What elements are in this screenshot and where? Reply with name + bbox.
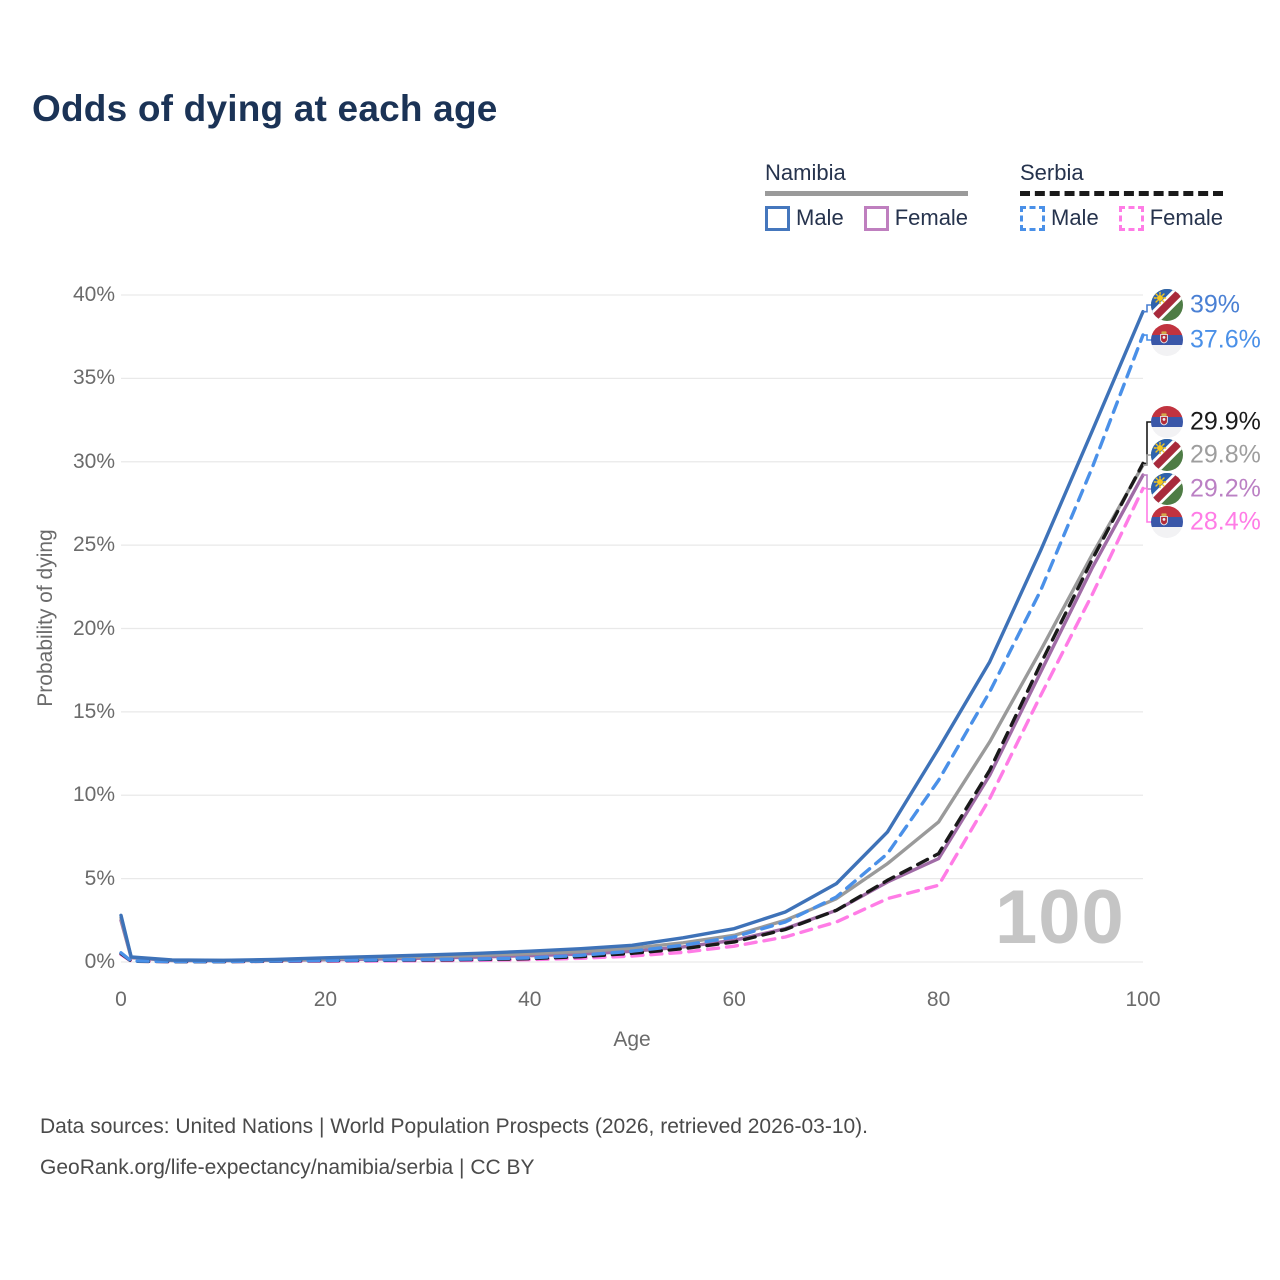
leader-line-serbia-total (1143, 421, 1152, 465)
legend-item-label: Female (1149, 205, 1224, 230)
x-tick-label: 80 (926, 988, 951, 1011)
series-line-serbia-female (119, 486, 1145, 964)
end-value-label-namibia-total: 29.8% (1190, 440, 1261, 469)
end-value-label-serbia-total: 29.9% (1190, 407, 1261, 436)
flag-icon-namibia (1147, 435, 1187, 475)
page-title: Odds of dying at each age (32, 88, 498, 129)
y-tick-label: 35% (72, 366, 115, 390)
y-tick-label: 15% (72, 699, 115, 723)
leader-line-serbia-female (1143, 487, 1152, 523)
legend-group-namibia: Namibia Male Female (765, 160, 969, 231)
y-tick-label: 20% (72, 616, 115, 640)
legend-country-namibia[interactable]: Namibia (765, 160, 969, 196)
end-value-label-serbia-male: 37.6% (1190, 325, 1261, 354)
leader-line-namibia-total (1143, 454, 1152, 466)
leader-line-serbia-male (1143, 334, 1152, 341)
end-value-label-namibia-male: 39% (1190, 290, 1241, 319)
y-tick-label: 5% (84, 866, 115, 890)
series-line-namibia-total (119, 463, 1145, 963)
age-watermark: 100 (995, 875, 1125, 960)
legend-country-label: Namibia (765, 160, 846, 185)
y-axis-title: Probability of dying (34, 529, 57, 707)
legend-item-namibia-female[interactable]: Female (863, 205, 969, 231)
y-tick-label: 0% (84, 950, 115, 973)
leader-line-namibia-female (1143, 474, 1152, 490)
namibia-male-swatch-icon (765, 205, 790, 231)
legend-item-serbia-female[interactable]: Female (1118, 205, 1224, 231)
series-lines (119, 309, 1145, 964)
footer-data-sources: Data sources: United Nations | World Pop… (40, 1115, 869, 1138)
flag-icon-namibia (1147, 469, 1187, 509)
flag-icon-serbia (1151, 506, 1183, 538)
end-annotations (1143, 285, 1187, 538)
legend-item-label: Male (796, 205, 844, 230)
namibia-line-style-icon (765, 191, 969, 196)
y-tick-label: 10% (72, 783, 115, 807)
legend-items-namibia: Male Female (765, 205, 968, 231)
x-tick-label: 60 (722, 988, 746, 1011)
y-tick-label: 25% (72, 533, 115, 557)
footer: Data sources: United Nations | World Pop… (40, 1106, 868, 1188)
y-tick-label: 40% (72, 283, 115, 306)
x-tick-label: 20 (313, 988, 338, 1011)
x-axis-title: Age (613, 1028, 651, 1051)
footer-attribution-link: GeoRank.org/life-expectancy/namibia/serb… (40, 1156, 535, 1179)
gridlines (121, 294, 1143, 963)
legend-country-label: Serbia (1020, 160, 1084, 185)
series-line-serbia-total (119, 461, 1145, 964)
leader-line-namibia-male (1143, 304, 1152, 313)
series-line-namibia-male (119, 309, 1145, 963)
end-value-label-serbia-female: 28.4% (1190, 507, 1261, 536)
legend-item-namibia-male[interactable]: Male (765, 205, 844, 231)
legend-item-label: Female (894, 205, 969, 230)
series-line-serbia-male (119, 333, 1145, 964)
serbia-line-style-icon (1020, 191, 1224, 196)
legend-group-serbia: Serbia Male Female (1020, 160, 1224, 231)
x-tick-label: 100 (1125, 988, 1161, 1011)
x-tick-label: 40 (518, 988, 542, 1011)
flag-icon-namibia (1147, 285, 1187, 325)
flag-icon-serbia (1151, 406, 1183, 438)
series-line-namibia-female (119, 473, 1145, 963)
end-value-label-namibia-female: 29.2% (1190, 474, 1261, 503)
legend-items-serbia: Male Female (1020, 205, 1223, 231)
serbia-female-swatch-icon (1118, 205, 1144, 231)
serbia-male-swatch-icon (1020, 205, 1045, 231)
legend-country-serbia[interactable]: Serbia (1020, 160, 1224, 196)
y-tick-label: 30% (72, 449, 115, 473)
legend-item-serbia-male[interactable]: Male (1020, 205, 1099, 231)
x-tick-label: 0 (115, 988, 127, 1011)
flag-icon-serbia (1151, 324, 1183, 356)
namibia-female-swatch-icon (863, 205, 889, 231)
legend-item-label: Male (1051, 205, 1099, 230)
